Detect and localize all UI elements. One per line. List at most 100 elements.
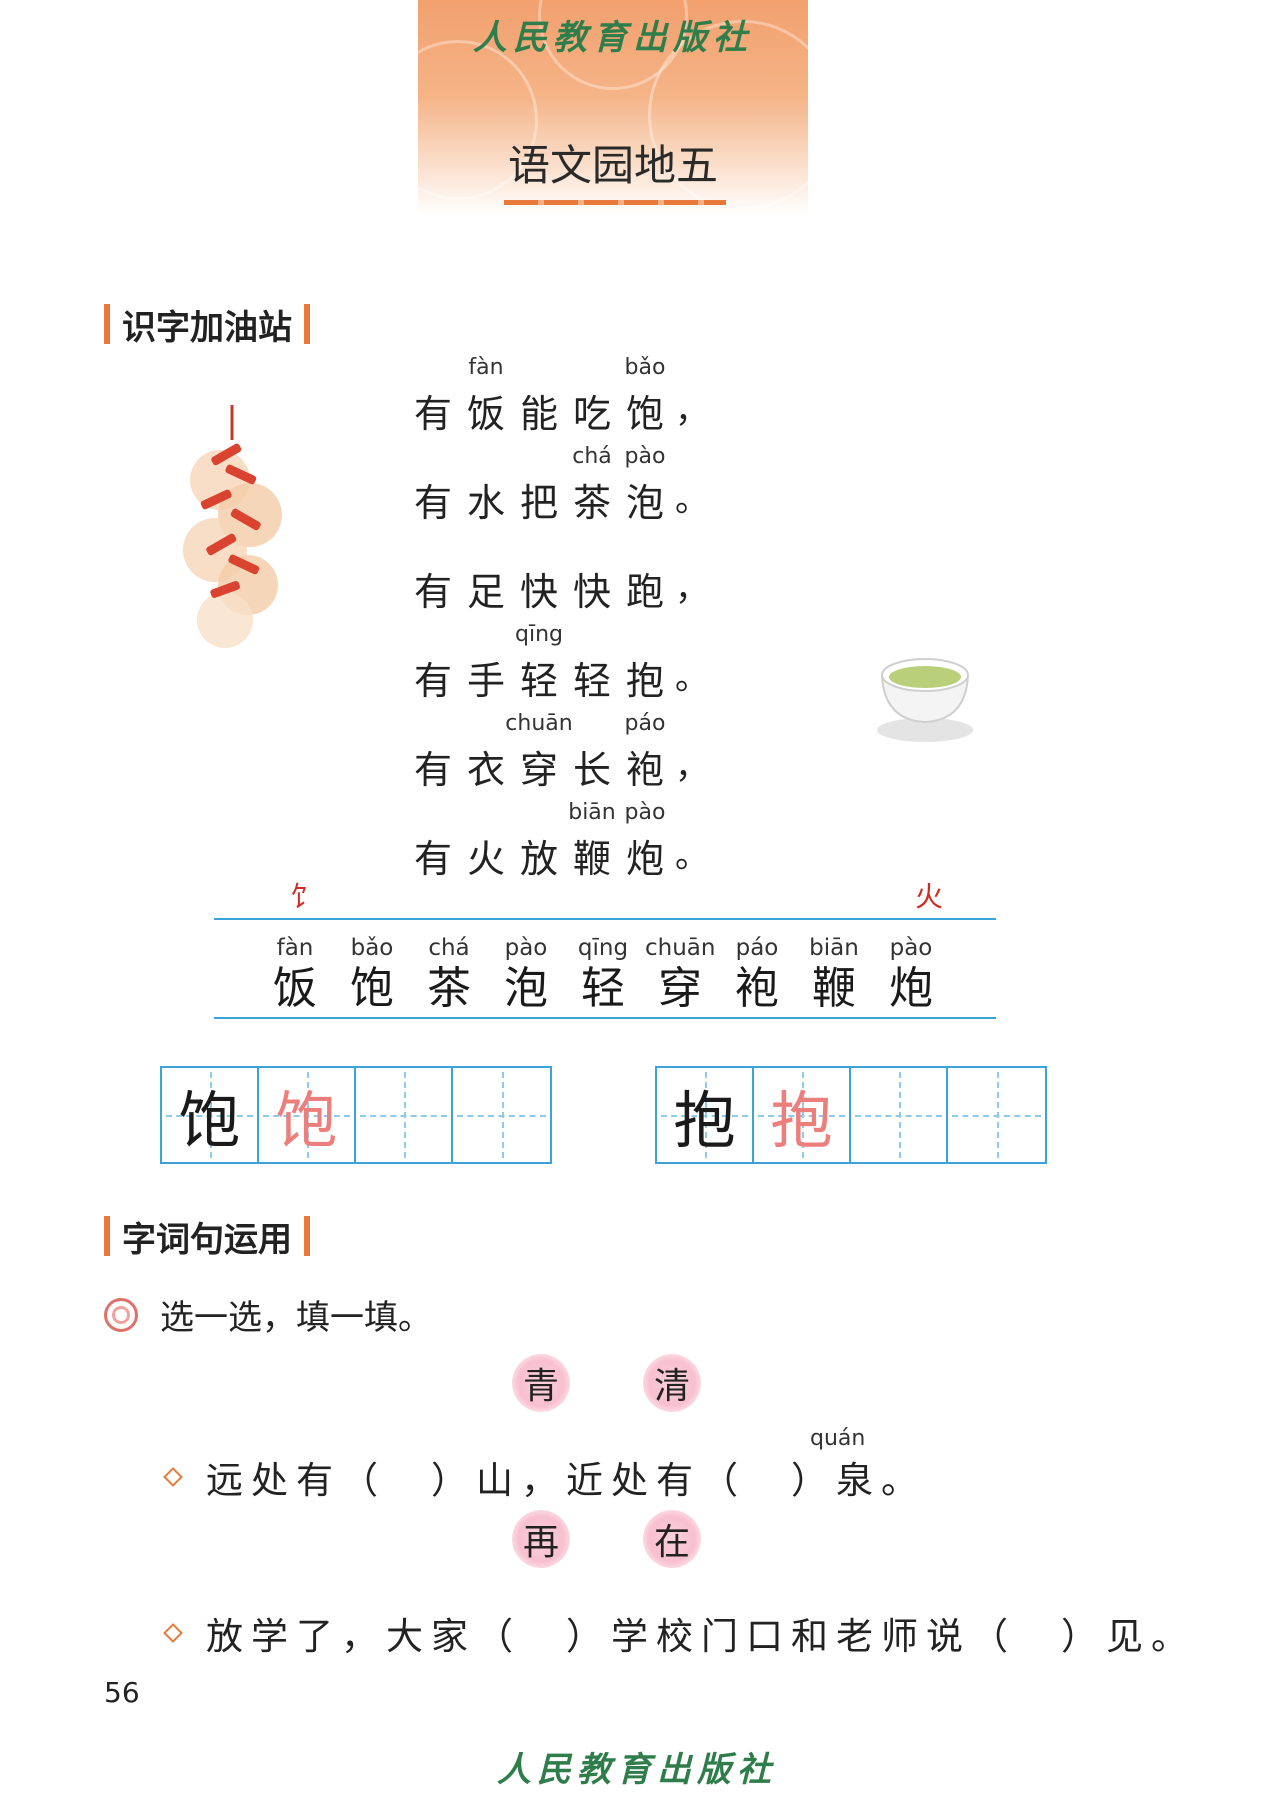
poem-pinyin: fàn	[468, 355, 504, 380]
poem-line: 有火放 biān 鞭 pào 炮。	[410, 800, 730, 889]
poem-punctuation: 。	[675, 836, 709, 876]
poem-char: 有	[413, 481, 452, 525]
poem-pinyin: pào	[624, 444, 666, 469]
new-char: 鞭	[812, 963, 856, 1014]
poem-char: 能	[519, 392, 558, 436]
exercise-sentence-2: 放学了，大家（ ）学校门口和老师说（ ）见。	[163, 1606, 1196, 1660]
radical-huo: 火	[915, 880, 944, 913]
poem-char: 轻	[572, 659, 611, 703]
poem-punctuation: ，	[675, 747, 709, 787]
poem-char: 袍	[625, 748, 664, 792]
grid-cell-trace[interactable]: 饱	[259, 1068, 356, 1162]
poem-char: 穿	[519, 748, 558, 792]
sentence-text: 远处有（ ）山，近处有（ ）泉。	[206, 1459, 926, 1502]
grid-cell-blank[interactable]	[453, 1068, 550, 1162]
exercise-instruction: 选一选，填一填。	[104, 1290, 432, 1339]
section-label: 字词句运用	[122, 1219, 292, 1260]
new-characters-row: fàn 饭 bǎo 饱 chá 茶 pào 泡 qīng 轻 chuān 穿 páo 袍 biān 鞭 pào 炮	[260, 935, 980, 1015]
grid-cell-blank[interactable]	[851, 1068, 948, 1162]
new-char-cell: chá 茶	[414, 935, 484, 1015]
char-row-top-line	[214, 918, 996, 920]
grid-cell-model: 饱	[162, 1068, 259, 1162]
new-char: 炮	[889, 963, 933, 1014]
option-bubble-zai-again: 再	[512, 1510, 570, 1568]
poem: 有 fàn 饭能吃 bǎo 饱，有水把 chá 茶 pào 泡。有足快快跑，有手 qīng 轻轻抱。…	[410, 355, 730, 889]
poem-char: 水	[466, 481, 505, 525]
new-char-pinyin: pào	[504, 935, 548, 961]
poem-line: 有足快快跑，	[410, 533, 730, 622]
poem-pinyin: biān	[568, 800, 616, 825]
poem-char: 火	[466, 837, 505, 881]
new-char: 茶	[427, 963, 471, 1014]
poem-char: 手	[466, 659, 505, 703]
new-char-cell: fàn 饭	[260, 935, 330, 1015]
instruction-text: 选一选，填一填。	[160, 1298, 432, 1338]
model-char: 饱	[178, 1084, 241, 1157]
new-char: 泡	[504, 963, 548, 1014]
new-char-cell: chuān 穿	[645, 935, 715, 1015]
poem-char: 放	[519, 837, 558, 881]
new-char: 穿	[658, 963, 702, 1014]
poem-char: 泡	[625, 481, 664, 525]
grid-cell-trace[interactable]: 抱	[754, 1068, 851, 1162]
new-char-cell: páo 袍	[722, 935, 792, 1015]
poem-pinyin: páo	[624, 711, 666, 736]
new-char-pinyin: páo	[735, 935, 779, 961]
sentence-text: 放学了，大家（ ）学校门口和老师说（ ）见。	[206, 1615, 1196, 1658]
new-char-pinyin: chuān	[645, 935, 716, 961]
banner-pattern	[648, 20, 808, 210]
title-underline	[504, 200, 726, 205]
option-bubble-qing: 青	[512, 1354, 570, 1412]
poem-char: 饱	[625, 392, 664, 436]
poem-char: 有	[413, 837, 452, 881]
new-char-pinyin: bǎo	[350, 935, 394, 961]
trace-char: 饱	[275, 1084, 338, 1157]
new-char-pinyin: qīng	[577, 935, 629, 961]
section-bar-left	[104, 1216, 110, 1256]
poem-line: 有手 qīng 轻轻抱。	[410, 622, 730, 711]
poem-pinyin: chá	[572, 444, 612, 469]
poem-char: 鞭	[572, 837, 611, 881]
option-bubble-zai-at: 在	[643, 1510, 701, 1568]
poem-char: 茶	[572, 481, 611, 525]
poem-char: 长	[572, 748, 611, 792]
poem-pinyin: bǎo	[624, 355, 666, 380]
poem-char: 有	[413, 570, 452, 614]
section-bar-left	[104, 304, 110, 344]
poem-punctuation: ，	[675, 569, 709, 609]
poem-char: 有	[413, 748, 452, 792]
section-heading-usage: 字词句运用	[104, 1214, 310, 1260]
new-char: 袍	[735, 963, 779, 1014]
new-char-pinyin: pào	[889, 935, 933, 961]
poem-char: 快	[572, 570, 611, 614]
diamond-bullet-icon	[163, 1467, 183, 1487]
new-char-cell: bǎo 饱	[337, 935, 407, 1015]
exercise-sentence-1: 远处有（ ）山，近处有（ ）泉。	[163, 1450, 926, 1504]
pinyin-quan: quán	[810, 1426, 866, 1451]
grid-cell-blank[interactable]	[948, 1068, 1045, 1162]
poem-pinyin: qīng	[515, 622, 563, 647]
poem-line: 有 fàn 饭能吃 bǎo 饱 ，	[410, 355, 730, 444]
diamond-bullet-icon	[163, 1623, 183, 1643]
poem-punctuation: ，	[675, 391, 709, 431]
poem-char: 有	[413, 392, 452, 436]
poem-char: 炮	[625, 837, 664, 881]
new-char: 饱	[350, 963, 394, 1014]
model-char: 抱	[673, 1084, 736, 1157]
grid-cell-blank[interactable]	[356, 1068, 453, 1162]
poem-char: 衣	[466, 748, 505, 792]
section-bar-right	[304, 304, 310, 344]
section-label: 识字加油站	[122, 307, 292, 348]
poem-char: 吃	[572, 392, 611, 436]
publisher-logo-bottom: 人民教育出版社	[497, 1750, 777, 1790]
trace-char: 抱	[770, 1084, 833, 1157]
header-banner: 人民教育出版社 语文园地五	[418, 0, 808, 215]
writing-grid-bao: 饱 饱	[160, 1066, 552, 1164]
writing-grid-bao-hug: 抱 抱	[655, 1066, 1047, 1164]
radical-shi: 饣	[290, 880, 319, 913]
option-bubble-qing-clear: 清	[643, 1354, 701, 1412]
firecracker-illustration	[183, 405, 282, 648]
new-char-pinyin: biān	[809, 935, 859, 961]
unit-title: 语文园地五	[507, 141, 718, 190]
teacup-illustration	[877, 658, 973, 742]
